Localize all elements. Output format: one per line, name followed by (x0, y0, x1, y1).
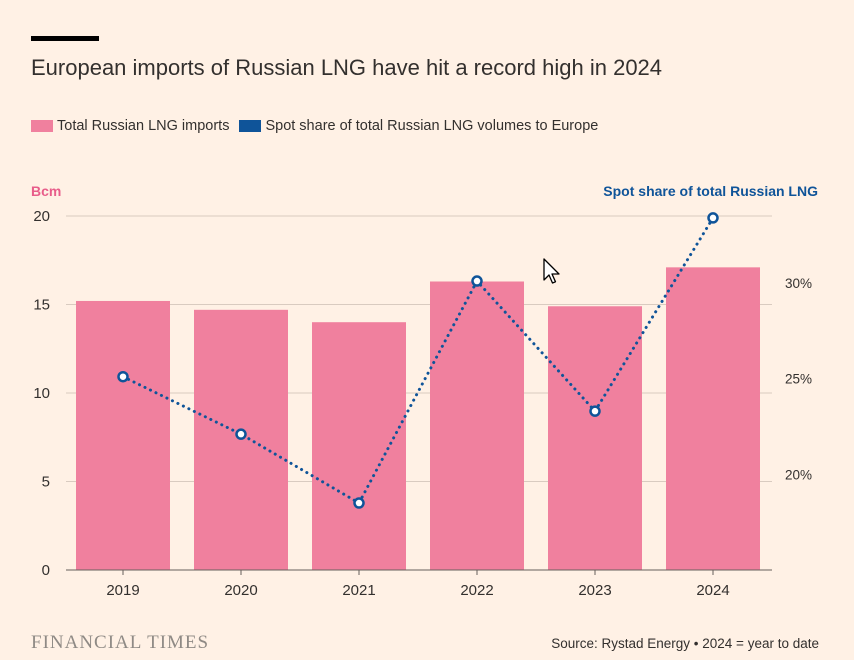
bar-2020 (194, 309, 288, 570)
right-axis-title: Spot share of total Russian LNG (603, 183, 818, 199)
chart-area: Bcm Spot share of total Russian LNG 0 5 10 15… (31, 183, 818, 599)
spot-share-point-2023 (589, 405, 601, 417)
x-tick-label-2019: 2019 (106, 582, 139, 599)
y-right-tick-label: 20% (785, 467, 812, 482)
x-tick-label-2020: 2020 (224, 582, 257, 599)
bar-2021 (312, 322, 406, 570)
bar-2019 (76, 300, 170, 570)
y-right-tick-label: 25% (785, 372, 812, 387)
y-right-tick-label: 30% (785, 276, 812, 291)
x-tick-label-2022: 2022 (460, 582, 493, 599)
legend-swatch-spot-share (239, 120, 262, 132)
spot-share-point-2022 (471, 275, 483, 287)
left-axis-title: Bcm (31, 183, 61, 199)
x-tick-label-2024: 2024 (696, 582, 729, 599)
y-left-tick-label: 5 (42, 474, 50, 491)
x-tick-label-2021: 2021 (342, 582, 375, 599)
spot-share-point-2021 (353, 497, 365, 509)
legend-label-imports: Total Russian LNG imports (57, 118, 230, 134)
bar-2022 (430, 281, 524, 570)
spot-share-point-2024 (707, 212, 719, 224)
y-left-tick-label: 15 (33, 297, 50, 314)
spot-share-point-2020 (235, 428, 247, 440)
y-left-tick-label: 20 (33, 208, 50, 225)
legend-swatch-imports (31, 120, 53, 132)
legend-item-imports: Total Russian LNG imports (31, 118, 229, 134)
mouse-cursor-icon (543, 258, 560, 284)
legend-label-spot-share: Spot share of total Russian LNG volumes … (265, 118, 599, 134)
chart-title: European imports of Russian LNG have hit… (31, 55, 663, 80)
spot-share-line (121, 216, 715, 506)
financial-times-logo: FINANCIAL TIMES (31, 632, 210, 653)
legend: Total Russian LNG imports Spot share of … (31, 117, 608, 135)
y-left-tick-label: 0 (42, 562, 50, 579)
ft-top-rule (31, 36, 99, 41)
y-left-tick-label: 10 (33, 385, 50, 402)
source-note: Source: Rystad Energy • 2024 = year to d… (551, 636, 819, 651)
x-tick-label-2023: 2023 (578, 582, 611, 599)
bar-2024 (666, 267, 760, 570)
legend-item-spot-share: Spot share of total Russian LNG volumes … (239, 118, 598, 134)
spot-share-point-2019 (117, 370, 129, 383)
bar-2023 (548, 306, 642, 570)
